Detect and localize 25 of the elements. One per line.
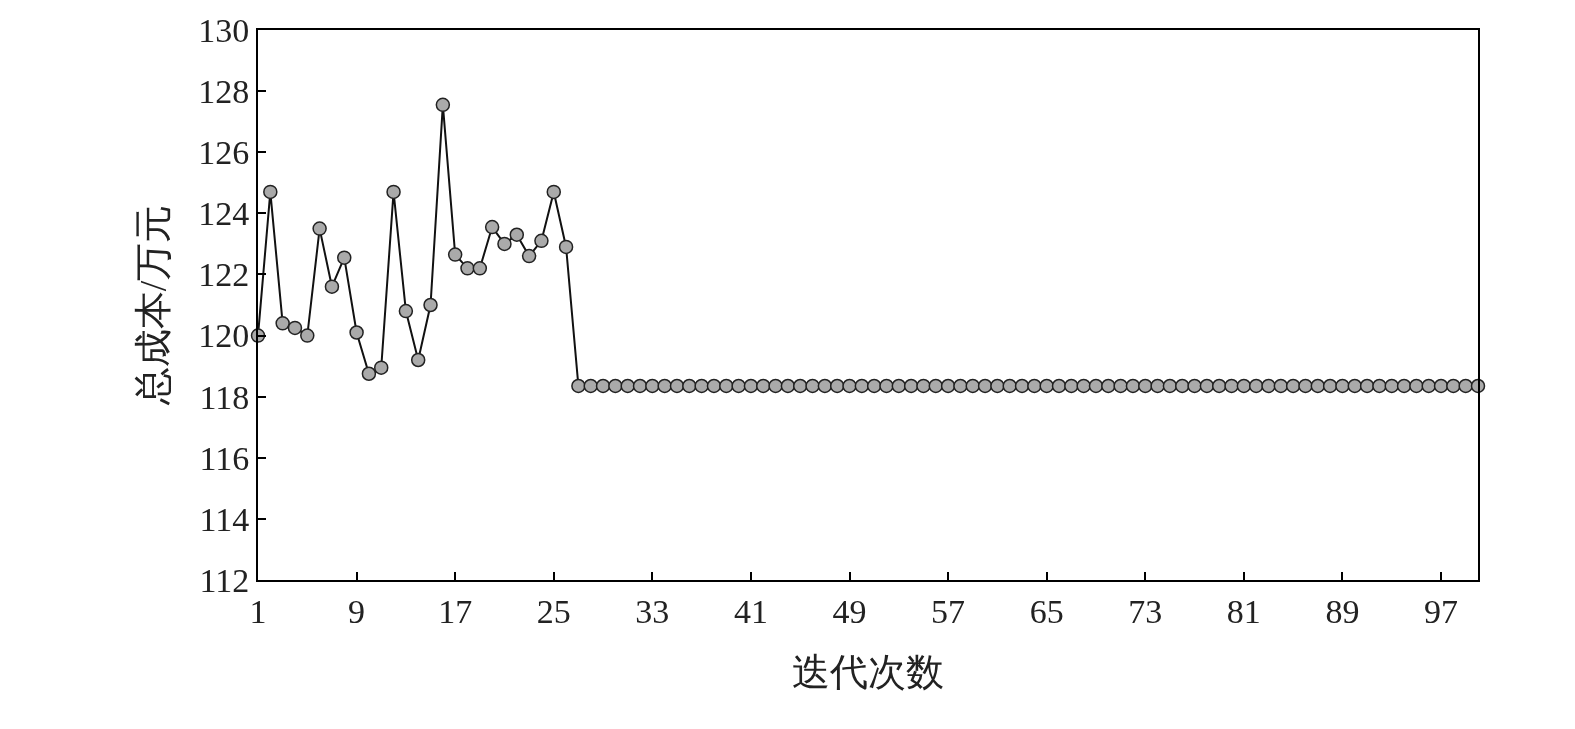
y-tick-label: 126 [198,134,250,172]
x-tick-label: 49 [832,592,867,630]
x-axis-title: 迭代次数 [792,651,944,694]
y-tick-label: 120 [198,317,250,355]
x-tick-label: 97 [1424,592,1459,630]
x-tick-label: 65 [1029,592,1064,630]
x-tick-label: 81 [1226,592,1261,630]
x-tick-label: 41 [733,592,768,630]
y-tick-label: 124 [198,195,250,233]
x-tick-label: 57 [931,592,966,630]
x-tick-label: 9 [348,592,366,630]
y-tick-label: 128 [198,73,250,111]
y-tick-label: 116 [199,439,250,477]
x-tick-label: 73 [1128,592,1163,630]
x-tick-label: 17 [438,592,473,630]
y-tick-label: 114 [199,500,250,538]
x-tick-label: 33 [635,592,670,630]
y-tick-label: 118 [199,378,250,416]
y-tick-label: 130 [198,11,250,49]
y-axis-title: 总成本/万元 [131,204,174,407]
x-tick-label: 1 [249,592,267,630]
y-tick-label: 122 [198,256,250,294]
x-tick-label: 89 [1325,592,1360,630]
y-tick-label: 112 [199,561,250,599]
x-tick-label: 25 [536,592,571,630]
